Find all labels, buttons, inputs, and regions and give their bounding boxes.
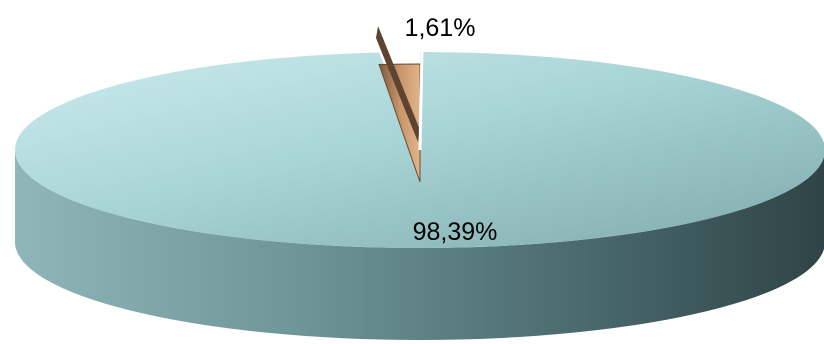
pie-side (15, 150, 824, 340)
pie-slice-face (378, 63, 421, 183)
slice-label-0: 98,39% (413, 218, 498, 246)
pie-slice-edge (376, 26, 420, 142)
pie-side-band (15, 150, 824, 340)
pie-slice-1 (376, 26, 421, 183)
pie-labels: 98,39% 1,61% (405, 14, 498, 246)
pie-top (15, 26, 824, 248)
slice-label-1: 1,61% (405, 14, 476, 42)
pie-gap-line (418, 47, 424, 151)
